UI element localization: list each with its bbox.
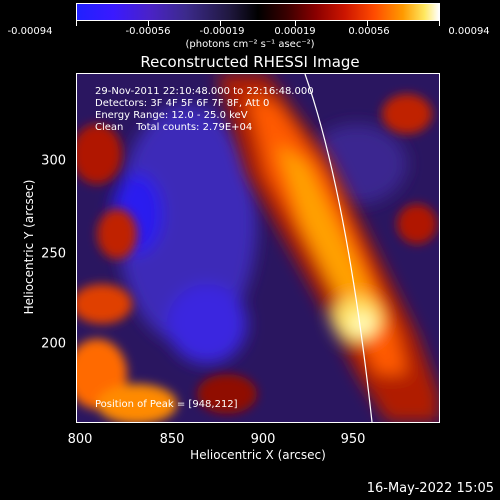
colorbar-tick xyxy=(220,21,221,26)
image-plot: 29-Nov-2011 22:10:48.000 to 22:16:48.000… xyxy=(76,73,440,423)
colorbar-tick-label: 0.00094 xyxy=(448,26,490,37)
colorbar-tick xyxy=(367,21,368,26)
x-axis-label: Heliocentric X (arcsec) xyxy=(190,448,326,462)
colorbar-tick-label: -0.00094 xyxy=(7,26,53,37)
colorbar-tick xyxy=(76,21,77,26)
x-tick-label: 900 xyxy=(250,432,276,447)
rhessi-image xyxy=(77,74,439,422)
annotation-clean: Clean Total counts: 2.79E+04 xyxy=(95,122,253,133)
colorbar-tick-label: -0.00019 xyxy=(199,26,245,37)
solar-limb xyxy=(304,74,373,422)
colorbar-unit: (photons cm⁻² s⁻¹ asec⁻²) xyxy=(185,39,315,50)
colorbar-tick xyxy=(295,21,296,26)
plot-title: Reconstructed RHESSI Image xyxy=(140,53,360,71)
colorbar-tick-label: 0.00056 xyxy=(348,26,390,37)
emission-ribbon xyxy=(217,74,439,422)
y-tick-label: 250 xyxy=(41,246,66,262)
colorbar-tick xyxy=(439,21,440,26)
y-tick-label: 300 xyxy=(41,153,66,169)
colorbar-tick-label: -0.00056 xyxy=(125,26,171,37)
x-tick-label: 950 xyxy=(340,432,366,447)
y-tick-label: 200 xyxy=(41,336,66,352)
colorbar-tick-label: 0.00019 xyxy=(274,26,316,37)
annotation-energy: Energy Range: 12.0 - 25.0 keV xyxy=(95,110,248,121)
colorbar-tick xyxy=(148,21,149,26)
colorbar xyxy=(76,3,440,21)
annotation-peak: Position of Peak = [948,212] xyxy=(95,399,238,410)
y-axis-label: Heliocentric Y (arcsec) xyxy=(22,179,36,315)
annotation-time: 29-Nov-2011 22:10:48.000 to 22:16:48.000 xyxy=(95,86,314,97)
edge-noise xyxy=(77,94,437,422)
x-tick-label: 800 xyxy=(67,432,93,447)
timestamp: 16-May-2022 15:05 xyxy=(366,481,494,496)
x-tick-label: 850 xyxy=(159,432,185,447)
annotation-detectors: Detectors: 3F 4F 5F 6F 7F 8F, Att 0 xyxy=(95,98,270,109)
